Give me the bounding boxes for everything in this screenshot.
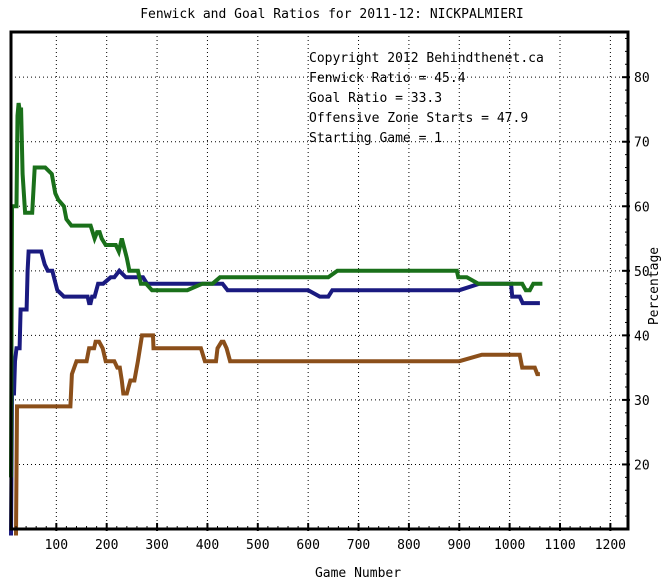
x-tick-label: 500 (246, 538, 269, 553)
legend-ozone: Offensive Zone Starts = 47.9 (309, 111, 528, 126)
legend-fenwick: Fenwick Ratio = 45.4 (309, 71, 466, 86)
legend-copyright: Copyright 2012 Behindthenet.ca (309, 51, 544, 66)
x-tick-label: 1000 (494, 538, 525, 553)
y-tick-label: 40 (634, 329, 650, 344)
x-tick-label: 700 (347, 538, 370, 553)
y-axis-label: Percentage (647, 247, 662, 325)
goal-ratio-line (14, 333, 540, 536)
legend: Copyright 2012 Behindthenet.ca Fenwick R… (309, 51, 544, 146)
y-tick-label: 50 (634, 265, 650, 280)
y-tick-label: 80 (634, 71, 650, 86)
ticks: 100 200 300 400 500 600 700 800 900 1000 1100 1200 2… (15, 37, 650, 553)
x-axis-label: Game Number (315, 566, 401, 580)
chart-title: Fenwick and Goal Ratios for 2011-12: NIC… (140, 7, 524, 22)
y-tick-label: 30 (634, 394, 650, 409)
plot-frame (9, 30, 630, 531)
y-tick-label: 60 (634, 200, 650, 215)
legend-goal: Goal Ratio = 33.3 (309, 91, 442, 106)
grid (11, 32, 628, 529)
y-tick-label: 20 (634, 458, 650, 473)
x-tick-label: 800 (397, 538, 420, 553)
x-tick-label: 300 (145, 538, 168, 553)
legend-starting-game: Starting Game = 1 (309, 131, 442, 146)
offensive-zone-starts-line (9, 102, 543, 478)
x-tick-label: 200 (95, 538, 118, 553)
plot-area (11, 32, 628, 529)
series-group (9, 102, 543, 536)
x-tick-label: 1200 (595, 538, 626, 553)
x-tick-label: 900 (448, 538, 471, 553)
y-tick-label: 70 (634, 136, 650, 151)
x-tick-label: 600 (296, 538, 319, 553)
x-tick-label: 400 (196, 538, 219, 553)
x-tick-label: 1100 (544, 538, 575, 553)
x-tick-label: 100 (45, 538, 68, 553)
